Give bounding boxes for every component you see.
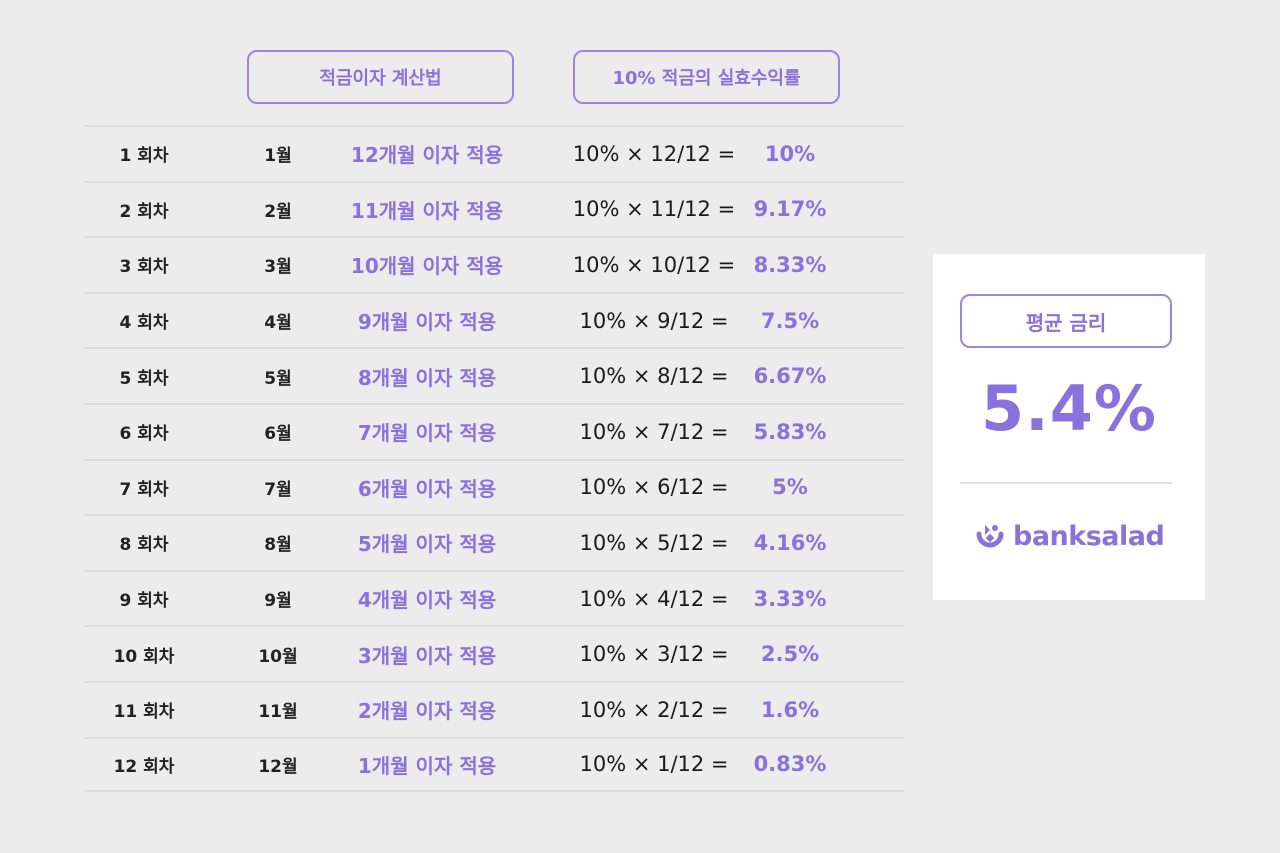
round-cell: 7 회차 <box>119 479 169 500</box>
round-cell: 11 회차 <box>113 702 175 723</box>
table-row: 7 회차 7월 6개월 이자 적용 10% × 6/12 = 5% <box>84 458 904 515</box>
month-cell: 10월 <box>258 646 298 667</box>
effective-rate-cell: 2.5% <box>760 642 820 667</box>
month-cell: 5월 <box>264 368 292 389</box>
average-rate-label: 평균 금리 <box>1025 310 1107 335</box>
effective-rate-cell: 1.6% <box>760 697 820 722</box>
formula-cell: 10% × 2/12 = <box>579 697 729 722</box>
interest-months-cell: 6개월 이자 적용 <box>357 476 497 501</box>
round-cell: 10 회차 <box>113 646 175 667</box>
formula-cell: 10% × 10/12 = <box>572 252 736 277</box>
table-row: 3 회차 3월 10개월 이자 적용 10% × 10/12 = 8.33% <box>84 236 904 292</box>
month-cell: 2월 <box>264 201 292 222</box>
interest-months-cell: 1개월 이자 적용 <box>357 753 497 778</box>
round-cell: 2 회차 <box>119 201 169 222</box>
header-yield-label: 10% 적금의 실효수익률 <box>612 68 801 89</box>
table-row: 12 회차 12월 1개월 이자 적용 10% × 1/12 = 0.83% <box>84 736 904 793</box>
month-cell: 12월 <box>258 756 298 777</box>
round-cell: 9 회차 <box>119 591 169 612</box>
month-cell: 6월 <box>264 424 292 445</box>
receipt-bottom-edge <box>934 599 1204 604</box>
formula-cell: 10% × 4/12 = <box>579 586 729 611</box>
table-row: 2 회차 2월 11개월 이자 적용 10% × 11/12 = 9.17% <box>84 180 904 237</box>
effective-rate-cell: 7.5% <box>760 308 820 333</box>
interest-months-cell: 10개월 이자 적용 <box>350 254 504 279</box>
table-row: 6 회차 6월 7개월 이자 적용 10% × 7/12 = 5.83% <box>84 402 904 459</box>
month-cell: 9월 <box>264 591 292 612</box>
formula-cell: 10% × 5/12 = <box>579 530 729 555</box>
table-row: 11 회차 11월 2개월 이자 적용 10% × 2/12 = 1.6% <box>84 680 904 737</box>
round-cell: 1 회차 <box>119 146 169 167</box>
effective-rate-cell: 0.83% <box>753 752 827 777</box>
formula-cell: 10% × 9/12 = <box>579 308 729 333</box>
interest-months-cell: 3개월 이자 적용 <box>357 643 497 668</box>
effective-rate-cell: 10% <box>764 141 816 166</box>
interest-months-cell: 12개월 이자 적용 <box>350 143 504 168</box>
effective-rate-cell: 4.16% <box>753 530 827 555</box>
effective-rate-cell: 5.83% <box>753 419 827 444</box>
month-cell: 3월 <box>264 257 292 278</box>
average-rate-receipt: 평균 금리 5.4% banksalad <box>933 250 1205 604</box>
effective-rate-cell: 6.67% <box>753 364 827 389</box>
interest-months-cell: 11개월 이자 적용 <box>350 198 504 223</box>
month-cell: 8월 <box>264 535 292 556</box>
brand-name: banksalad <box>1013 520 1165 552</box>
round-cell: 8 회차 <box>119 535 169 556</box>
round-cell: 5 회차 <box>119 368 169 389</box>
month-cell: 4월 <box>264 313 292 334</box>
table-row: 1 회차 1월 12개월 이자 적용 10% × 12/12 = 10% <box>84 125 904 181</box>
effective-rate-cell: 8.33% <box>753 252 827 277</box>
average-rate-value: 5.4% <box>981 372 1157 445</box>
effective-rate-cell: 3.33% <box>753 586 827 611</box>
brand-logo: banksalad <box>975 518 1165 554</box>
header-method-label: 적금이자 계산법 <box>319 68 442 89</box>
formula-cell: 10% × 3/12 = <box>579 642 729 667</box>
receipt-divider <box>960 482 1172 484</box>
month-cell: 1월 <box>264 146 292 167</box>
receipt-top-edge <box>934 250 1204 255</box>
interest-table: 1 회차 1월 12개월 이자 적용 10% × 12/12 = 10% 2 회차 2월 11… <box>84 125 904 793</box>
interest-months-cell: 9개월 이자 적용 <box>357 310 497 335</box>
header-pill-yield: 10% 적금의 실효수익률 <box>573 50 840 104</box>
interest-months-cell: 2개월 이자 적용 <box>357 699 497 724</box>
formula-cell: 10% × 8/12 = <box>579 364 729 389</box>
formula-cell: 10% × 6/12 = <box>579 475 729 500</box>
table-row: 10 회차 10월 3개월 이자 적용 10% × 3/12 = 2.5% <box>84 625 904 681</box>
table-row: 9 회차 9월 4개월 이자 적용 10% × 4/12 = 3.33% <box>84 569 904 626</box>
banksalad-logo-icon <box>976 525 1004 548</box>
header-pill-method: 적금이자 계산법 <box>247 50 514 104</box>
average-rate-pill: 평균 금리 <box>960 294 1172 348</box>
formula-cell: 10% × 7/12 = <box>579 419 729 444</box>
table-row: 4 회차 4월 9개월 이자 적용 10% × 9/12 = 7.5% <box>84 291 904 348</box>
round-cell: 4 회차 <box>119 313 169 334</box>
interest-months-cell: 8개월 이자 적용 <box>357 365 497 390</box>
interest-months-cell: 5개월 이자 적용 <box>357 532 497 557</box>
table-row: 5 회차 5월 8개월 이자 적용 10% × 8/12 = 6.67% <box>84 347 904 403</box>
formula-cell: 10% × 11/12 = <box>572 197 736 222</box>
effective-rate-cell: 5% <box>772 475 808 500</box>
interest-months-cell: 7개월 이자 적용 <box>357 421 497 446</box>
round-cell: 6 회차 <box>119 424 169 445</box>
formula-cell: 10% × 12/12 = <box>572 141 736 166</box>
interest-months-cell: 4개월 이자 적용 <box>357 588 497 613</box>
effective-rate-cell: 9.17% <box>753 197 827 222</box>
month-cell: 7월 <box>264 479 292 500</box>
formula-cell: 10% × 1/12 = <box>579 752 729 777</box>
month-cell: 11월 <box>258 702 298 723</box>
round-cell: 3 회차 <box>119 257 169 278</box>
table-row: 8 회차 8월 5개월 이자 적용 10% × 5/12 = 4.16% <box>84 514 904 570</box>
round-cell: 12 회차 <box>113 756 175 777</box>
